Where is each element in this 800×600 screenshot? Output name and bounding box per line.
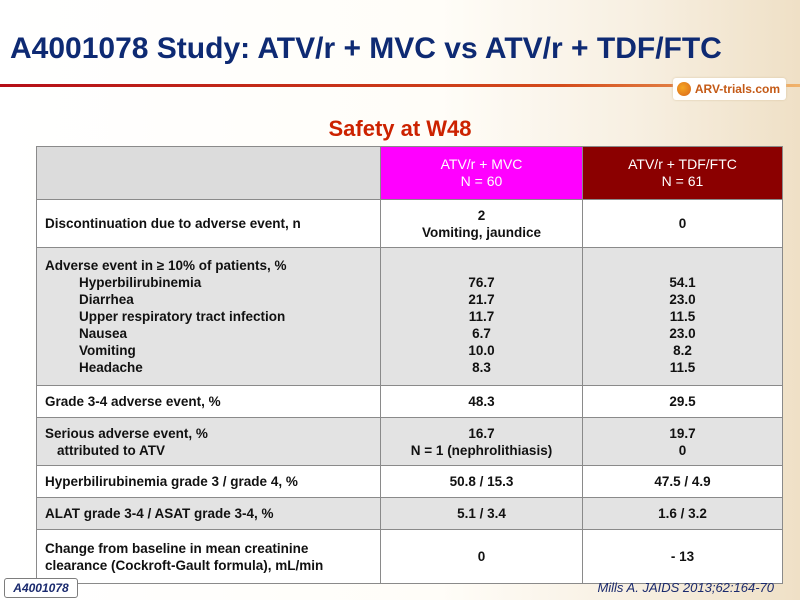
table-header-row: ATV/r + MVC N = 60 ATV/r + TDF/FTC N = 6… <box>36 146 783 200</box>
mvc-value-line: 50.8 / 15.3 <box>449 474 514 489</box>
table-row: Hyperbilirubinemia grade 3 / grade 4, % 5… <box>36 465 783 498</box>
tdf-value-cell: 0 <box>582 199 783 248</box>
table-row: Grade 3-4 adverse event, % 48.3 29.5 <box>36 385 783 418</box>
row-label-line: Upper respiratory tract infection <box>79 309 286 324</box>
row-label-line: Adverse event in ≥ 10% of patients, % <box>45 258 287 273</box>
header-mvc-name: ATV/r + MVC <box>440 156 523 172</box>
row-label-line: Diarrhea <box>79 292 134 307</box>
row-label-cell: Serious adverse event, % attributed to AT… <box>36 417 381 466</box>
tdf-value-cell: - 13 <box>582 529 783 584</box>
mvc-value-cell: 5.1 / 3.4 <box>380 497 583 530</box>
tdf-value-line: 23.0 <box>669 292 696 307</box>
mvc-value-line: 16.7 <box>468 425 495 441</box>
table-row: Discontinuation due to adverse event, n 2… <box>36 199 783 248</box>
mvc-value-line: 0 <box>477 549 486 564</box>
logo-text: ARV-trials.com <box>694 82 780 96</box>
mvc-value-line: N = 1 (nephrolithiasis) <box>410 442 553 458</box>
table-row: Adverse event in ≥ 10% of patients, % Hyp… <box>36 247 783 386</box>
tdf-value-line: 23.0 <box>669 326 696 341</box>
mvc-value-line: 48.3 <box>468 394 495 409</box>
tdf-value-cell: 1.6 / 3.2 <box>582 497 783 530</box>
row-label-cell: ALAT grade 3-4 / ASAT grade 3-4, % <box>36 497 381 530</box>
tdf-value-line: 11.5 <box>669 360 696 375</box>
citation: Mills A. JAIDS 2013;62:164-70 <box>597 580 774 595</box>
row-label-cell: Adverse event in ≥ 10% of patients, % Hyp… <box>36 247 381 386</box>
table-row: Change from baseline in mean creatinine c… <box>36 529 783 584</box>
tdf-value-cell: 47.5 / 4.9 <box>582 465 783 498</box>
row-label-line: ALAT grade 3-4 / ASAT grade 3-4, % <box>45 506 274 521</box>
row-label-line: Grade 3-4 adverse event, % <box>45 394 221 409</box>
mvc-value-cell: 16.7 N = 1 (nephrolithiasis) <box>380 417 583 466</box>
row-label-line: Hyperbilirubinemia grade 3 / grade 4, % <box>45 474 298 489</box>
mvc-value-line: 11.7 <box>468 309 495 324</box>
table-heading: Safety at W48 <box>328 116 472 141</box>
row-label-line: Headache <box>79 360 143 375</box>
mvc-value-line: 8.3 <box>472 360 491 375</box>
tdf-value-line: 1.6 / 3.2 <box>658 506 707 521</box>
row-label-line: Discontinuation due to adverse event, n <box>45 216 301 231</box>
mvc-value-cell: 76.7 21.7 11.7 6.7 10.0 8.3 <box>380 247 583 386</box>
tdf-value-cell: 29.5 <box>582 385 783 418</box>
tdf-value-cell: 54.1 23.0 11.5 23.0 8.2 11.5 <box>582 247 783 386</box>
header-tdf-n: N = 61 <box>661 173 704 189</box>
tdf-value-line: 47.5 / 4.9 <box>654 474 711 489</box>
mvc-value-line: 10.0 <box>468 343 495 358</box>
logo-mark-icon <box>676 82 691 96</box>
mvc-value-cell: 0 <box>380 529 583 584</box>
study-tag: A4001078 <box>4 578 78 598</box>
mvc-value-line: Vomiting, jaundice <box>421 224 541 240</box>
header-tdf-arm: ATV/r + TDF/FTC N = 61 <box>582 146 783 200</box>
row-label-line: Nausea <box>79 326 128 341</box>
header-mvc-arm: ATV/r + MVC N = 60 <box>380 146 583 200</box>
row-label-line: Hyperbilirubinemia <box>79 275 202 290</box>
tdf-value-line: 0 <box>678 216 687 231</box>
row-label-line: clearance (Cockroft-Gault formula), mL/m… <box>45 557 324 573</box>
header-mvc-n: N = 60 <box>460 173 503 189</box>
row-label-cell: Hyperbilirubinemia grade 3 / grade 4, % <box>36 465 381 498</box>
tdf-value-line: 29.5 <box>669 394 696 409</box>
mvc-value-line: 6.7 <box>472 326 491 341</box>
row-label-line: attributed to ATV <box>57 442 165 458</box>
header-tdf-name: ATV/r + TDF/FTC <box>628 156 737 172</box>
mvc-value-line <box>389 257 574 274</box>
mvc-value-cell: 50.8 / 15.3 <box>380 465 583 498</box>
mvc-value-line: 5.1 / 3.4 <box>457 506 506 521</box>
tdf-value-line: 0 <box>678 442 687 458</box>
arv-trials-logo: ARV-trials.com <box>672 78 786 100</box>
row-label-cell: Grade 3-4 adverse event, % <box>36 385 381 418</box>
tdf-value-line: 8.2 <box>673 343 692 358</box>
row-label-line: Serious adverse event, % <box>45 425 208 441</box>
tdf-value-cell: 19.7 0 <box>582 417 783 466</box>
mvc-value-line: 21.7 <box>468 292 495 307</box>
mvc-value-line: 76.7 <box>468 275 495 290</box>
header-empty-cell <box>36 146 381 200</box>
table-row: Serious adverse event, % attributed to AT… <box>36 417 783 466</box>
tdf-value-line <box>591 257 774 274</box>
safety-table: ATV/r + MVC N = 60 ATV/r + TDF/FTC N = 6… <box>36 146 783 584</box>
tdf-value-line: - 13 <box>670 549 695 564</box>
row-label-cell: Discontinuation due to adverse event, n <box>36 199 381 248</box>
tdf-value-line: 54.1 <box>669 275 696 290</box>
row-label-cell: Change from baseline in mean creatinine c… <box>36 529 381 584</box>
tdf-value-line: 19.7 <box>669 425 696 441</box>
slide-title: A4001078 Study: ATV/r + MVC vs ATV/r + T… <box>10 32 722 65</box>
table-row: ALAT grade 3-4 / ASAT grade 3-4, % 5.1 / … <box>36 497 783 530</box>
mvc-value-line: 2 <box>477 207 486 223</box>
row-label-line: Vomiting <box>79 343 136 358</box>
mvc-value-cell: 2 Vomiting, jaundice <box>380 199 583 248</box>
mvc-value-cell: 48.3 <box>380 385 583 418</box>
row-label-line: Change from baseline in mean creatinine <box>45 540 309 556</box>
title-divider <box>0 84 800 87</box>
tdf-value-line: 11.5 <box>669 309 696 324</box>
